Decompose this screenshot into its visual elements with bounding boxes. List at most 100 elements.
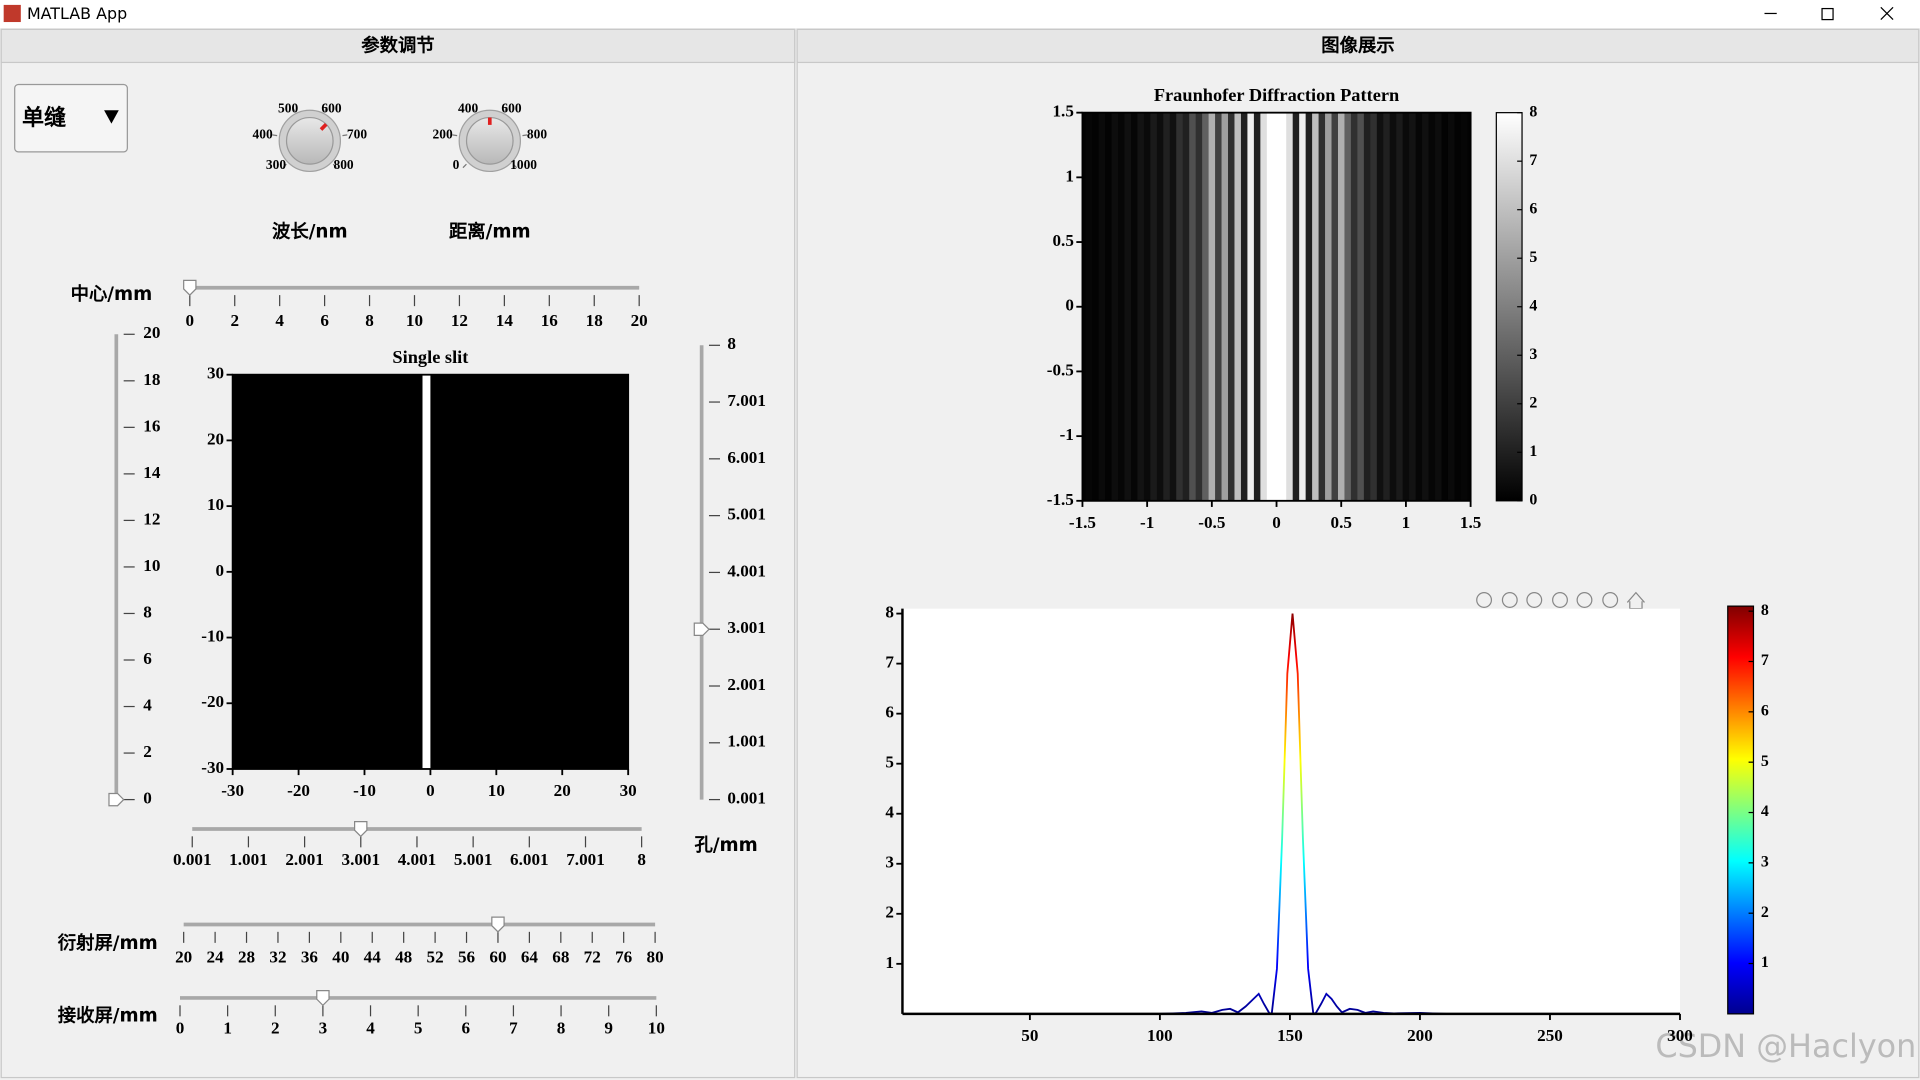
slider-tick-label: 18 bbox=[586, 311, 603, 330]
heatmap-cell bbox=[1441, 112, 1449, 501]
slider-tick-label: 3.001 bbox=[342, 850, 381, 869]
toolbar-icon[interactable] bbox=[1602, 592, 1619, 608]
knob-tick-label: 800 bbox=[333, 157, 353, 172]
heatmap-cell bbox=[1085, 112, 1093, 501]
dropdown-arrow bbox=[104, 110, 119, 124]
heatmap-cell bbox=[1221, 112, 1229, 501]
colorbar-tick-label: 2 bbox=[1529, 394, 1537, 411]
slider-tick-label: 3.001 bbox=[727, 618, 766, 637]
x-tick-label: 1.5 bbox=[1460, 513, 1481, 532]
slider-tick-label: 4 bbox=[366, 1019, 375, 1038]
heatmap-cell bbox=[1396, 112, 1404, 501]
heatmap-cell bbox=[1273, 112, 1281, 501]
toolbar-icon[interactable] bbox=[1476, 592, 1493, 608]
slider-tick-label: 14 bbox=[496, 311, 514, 330]
slider-tick-label: 60 bbox=[489, 948, 506, 967]
toolbar-icon[interactable] bbox=[1552, 592, 1568, 608]
slider-tick-label: 6 bbox=[143, 649, 152, 668]
app-icon bbox=[3, 4, 21, 23]
slider-tick-label: 0.001 bbox=[173, 850, 212, 869]
heatmap-cell bbox=[1240, 112, 1248, 501]
dropdown-value: 单缝 bbox=[22, 105, 66, 131]
knob-label: 距离/mm bbox=[449, 221, 531, 243]
slider-tick-label: 0.001 bbox=[727, 789, 766, 808]
slider-tick-label: 64 bbox=[521, 948, 539, 967]
heatmap-cell bbox=[1111, 112, 1119, 501]
heatmap-cell bbox=[1208, 112, 1216, 501]
x-tick-label: 0.5 bbox=[1331, 513, 1352, 532]
knob-tick bbox=[272, 134, 278, 137]
y-tick-label: 20 bbox=[207, 429, 224, 448]
y-tick-label: -1 bbox=[1060, 425, 1074, 444]
slider-thumb[interactable] bbox=[693, 622, 710, 637]
heatmap-cell bbox=[1130, 112, 1138, 501]
x-tick-label: -20 bbox=[287, 781, 310, 800]
slider-tick-label: 8 bbox=[557, 1019, 566, 1038]
y-tick-label: 30 bbox=[207, 364, 224, 383]
slider-tick-label: 20 bbox=[631, 311, 648, 330]
knob-tick-label: 200 bbox=[433, 126, 453, 141]
slider-tick-label: 0 bbox=[143, 789, 152, 808]
heatmap-cell bbox=[1318, 112, 1326, 501]
y-tick-label: -0.5 bbox=[1047, 360, 1074, 379]
slider-tick-label: 16 bbox=[541, 311, 559, 330]
x-tick-label: -1.5 bbox=[1069, 513, 1096, 532]
title-bar bbox=[0, 0, 1920, 29]
toolbar-icon[interactable] bbox=[1501, 592, 1518, 608]
toolbar-icon[interactable] bbox=[1576, 592, 1593, 608]
x-tick-label: -10 bbox=[353, 781, 376, 800]
toolbar-icon[interactable] bbox=[1526, 592, 1543, 608]
slider-tick-label: 3 bbox=[319, 1019, 328, 1038]
x-tick-label: -1 bbox=[1140, 513, 1154, 532]
slider-thumb[interactable] bbox=[108, 792, 125, 807]
colorbar-tick-label: 8 bbox=[1761, 602, 1769, 619]
slider-thumb[interactable] bbox=[316, 990, 330, 1007]
colorbar-tick-label: 1 bbox=[1761, 954, 1769, 971]
slider-tick-label: 44 bbox=[364, 948, 382, 967]
slider-tick-label: 6 bbox=[320, 311, 329, 330]
slider-label: 接收屏/mm bbox=[58, 1004, 158, 1026]
colorbar-tick-label: 3 bbox=[1761, 854, 1769, 871]
slider-thumb[interactable] bbox=[491, 916, 505, 933]
colorbar-tick-label: 6 bbox=[1761, 702, 1769, 719]
slider-tick-label: 0 bbox=[186, 311, 195, 330]
heatmap-cell bbox=[1253, 112, 1261, 501]
knob-tick bbox=[522, 134, 528, 137]
right-panel-header bbox=[796, 28, 1920, 64]
heatmap-cell bbox=[1428, 112, 1436, 501]
colorbar-tick-label: 7 bbox=[1529, 152, 1537, 169]
heatmap-cell bbox=[1305, 112, 1313, 501]
colorbar-tick-label: 5 bbox=[1761, 753, 1769, 770]
slider-tick-label: 8 bbox=[637, 850, 646, 869]
colorbar-tick-label: 6 bbox=[1529, 200, 1537, 217]
slider-tick-label: 2 bbox=[143, 742, 152, 761]
knob-tick-label: 400 bbox=[253, 126, 273, 141]
slider-tick-label: 14 bbox=[143, 463, 161, 482]
heatmap-cell bbox=[1105, 112, 1113, 501]
y-tick-label: 0 bbox=[216, 561, 225, 580]
y-tick-label: 7 bbox=[885, 653, 894, 672]
slider-tick-label: 20 bbox=[175, 948, 192, 967]
restore-button[interactable] bbox=[1821, 7, 1834, 21]
slider-thumb[interactable] bbox=[183, 279, 197, 296]
slider-tick-label: 72 bbox=[584, 948, 601, 967]
slider-tick-label: 80 bbox=[647, 948, 664, 967]
heatmap-cell bbox=[1247, 112, 1255, 501]
left-panel-header bbox=[0, 28, 796, 64]
heatmap-cell bbox=[1435, 112, 1442, 501]
heatmap-cell bbox=[1357, 112, 1365, 501]
y-tick-label: 1.5 bbox=[1052, 102, 1073, 121]
slider-tick-label: 36 bbox=[301, 948, 319, 967]
colorbar-tick-label: 1 bbox=[1529, 443, 1537, 460]
slider-tick-label: 12 bbox=[143, 509, 160, 528]
x-tick-label: -0.5 bbox=[1198, 513, 1225, 532]
left-panel-title: 参数调节 bbox=[361, 35, 434, 57]
colorbar-tick-label: 4 bbox=[1529, 297, 1537, 314]
close-button[interactable] bbox=[1880, 6, 1894, 21]
x-tick-label: 30 bbox=[620, 781, 637, 800]
slider-label: 中心/mm bbox=[71, 283, 153, 305]
y-tick-label: -1.5 bbox=[1047, 490, 1074, 509]
heatmap-cell bbox=[1098, 112, 1106, 501]
dropdown[interactable] bbox=[14, 83, 128, 153]
slider-thumb[interactable] bbox=[353, 821, 368, 838]
